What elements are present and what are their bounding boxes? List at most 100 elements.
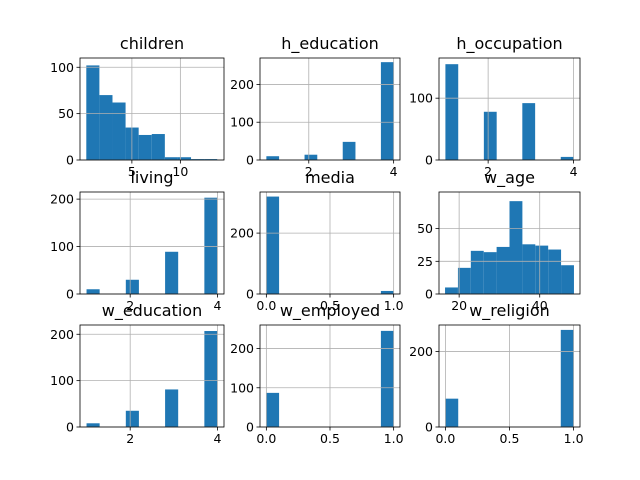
histogram-bar bbox=[86, 289, 100, 294]
histogram-bar bbox=[151, 134, 165, 160]
y-tick-label: 200 bbox=[230, 341, 254, 356]
x-tick-label: 2 bbox=[484, 164, 492, 179]
x-tick-label: 0.0 bbox=[435, 431, 455, 446]
histogram-bar bbox=[304, 154, 318, 160]
subplot-title: h_education bbox=[281, 34, 379, 54]
subplot-title: h_occupation bbox=[456, 34, 562, 54]
subplot-w-age: 20 40 0 25 50 w_age bbox=[417, 168, 581, 313]
histogram-bar bbox=[191, 159, 205, 160]
x-tick-label: 10 bbox=[172, 164, 188, 179]
x-tick-label: 0.5 bbox=[500, 431, 520, 446]
y-tick-label: 100 bbox=[230, 380, 254, 395]
subplot-living: 2 4 0 100 200 living bbox=[50, 168, 225, 313]
histogram-bar bbox=[483, 111, 497, 160]
histogram-bar bbox=[125, 279, 139, 294]
subplot-title: media bbox=[305, 168, 355, 187]
y-tick-label: 200 bbox=[50, 192, 74, 207]
y-tick-label: 0 bbox=[246, 420, 254, 435]
histogram-bar bbox=[560, 329, 574, 427]
x-tick-label: 1.0 bbox=[564, 431, 584, 446]
histogram-bar bbox=[125, 410, 139, 427]
histogram-bar bbox=[204, 159, 218, 160]
y-tick-label: 0 bbox=[66, 287, 74, 302]
x-tick-label: 1.0 bbox=[384, 431, 404, 446]
histogram-bar bbox=[522, 244, 536, 294]
x-tick-label: 0.5 bbox=[320, 298, 340, 313]
axes-frame bbox=[438, 191, 581, 295]
y-tick-label: 0 bbox=[66, 420, 74, 435]
histogram-bar bbox=[112, 102, 126, 160]
x-tick-label: 2 bbox=[126, 298, 134, 313]
subplot-title: w_employed bbox=[280, 301, 380, 321]
histogram-bar bbox=[165, 389, 179, 427]
x-tick-label: 4 bbox=[213, 431, 221, 446]
histogram-bar bbox=[560, 156, 574, 160]
x-tick-label: 20 bbox=[451, 298, 467, 313]
histogram-bar bbox=[99, 95, 113, 160]
x-tick-label: 4 bbox=[390, 164, 398, 179]
axes-frame bbox=[79, 191, 225, 295]
y-tick-label: 200 bbox=[50, 327, 74, 342]
histogram-bar bbox=[177, 157, 192, 160]
histogram-bar bbox=[380, 62, 394, 160]
histogram-bar bbox=[204, 197, 218, 294]
x-tick-label: 4 bbox=[213, 298, 221, 313]
axes-frame bbox=[438, 57, 581, 161]
y-tick-label: 100 bbox=[230, 115, 254, 130]
y-tick-label: 200 bbox=[230, 226, 254, 241]
histogram-bar bbox=[86, 423, 100, 427]
subplot-title: w_religion bbox=[469, 301, 550, 321]
x-tick-label: 1.0 bbox=[384, 298, 404, 313]
subplot-w-education: 2 4 0 100 200 w_education bbox=[50, 301, 225, 446]
subplot-title: w_age bbox=[484, 168, 535, 188]
y-tick-label: 100 bbox=[409, 91, 433, 106]
histogram-bar bbox=[470, 250, 484, 294]
histogram-bar bbox=[535, 245, 549, 294]
x-tick-label: 0.5 bbox=[320, 431, 340, 446]
y-tick-label: 100 bbox=[50, 60, 74, 75]
subplot-h-education: 2 4 0 100 200 h_education bbox=[230, 34, 401, 179]
subplot-title: w_education bbox=[102, 301, 202, 321]
histogram-bar bbox=[266, 392, 280, 427]
histogram-bar bbox=[204, 331, 218, 427]
histogram-bar bbox=[266, 156, 280, 160]
subplot-h-occupation: 2 4 0 100 h_occupation bbox=[409, 34, 581, 179]
subplot-w-employed: 0.0 0.5 1.0 0 100 200 w_employed bbox=[230, 301, 403, 446]
histogram-bar bbox=[86, 65, 100, 160]
histogram-bar bbox=[138, 134, 152, 160]
y-tick-label: 25 bbox=[417, 254, 433, 269]
histogram-bar bbox=[445, 287, 458, 294]
histogram-bar bbox=[266, 196, 280, 294]
y-tick-label: 0 bbox=[425, 287, 433, 302]
y-tick-label: 100 bbox=[50, 373, 74, 388]
x-tick-label: 5 bbox=[128, 164, 136, 179]
x-tick-label: 2 bbox=[305, 164, 313, 179]
subplot-title: children bbox=[120, 34, 184, 53]
x-tick-label: 4 bbox=[570, 164, 578, 179]
histogram-bar bbox=[457, 267, 471, 294]
subplot-title: living bbox=[130, 168, 173, 187]
axes-frame bbox=[259, 57, 401, 161]
y-tick-label: 50 bbox=[417, 221, 433, 236]
y-tick-label: 0 bbox=[246, 287, 254, 302]
y-tick-label: 0 bbox=[425, 153, 433, 168]
axes-frame bbox=[79, 57, 225, 161]
histogram-bar bbox=[548, 249, 562, 294]
x-tick-label: 40 bbox=[532, 298, 548, 313]
y-tick-label: 100 bbox=[50, 239, 74, 254]
x-tick-label: 0.0 bbox=[256, 298, 276, 313]
y-tick-label: 0 bbox=[66, 153, 74, 168]
y-tick-label: 200 bbox=[409, 344, 433, 359]
x-tick-label: 2 bbox=[126, 431, 134, 446]
y-tick-label: 0 bbox=[425, 420, 433, 435]
x-tick-label: 0.0 bbox=[256, 431, 276, 446]
histogram-bar bbox=[165, 251, 179, 294]
subplot-w-religion: 0.0 0.5 1.0 0 200 w_religion bbox=[409, 301, 583, 446]
histogram-bar bbox=[496, 246, 510, 294]
axes-frame bbox=[79, 324, 225, 428]
histogram-bar bbox=[445, 398, 459, 427]
subplot-media: 0.0 0.5 1.0 0 200 media bbox=[230, 168, 403, 313]
histogram-bar bbox=[342, 141, 356, 160]
histogram-bar bbox=[509, 201, 523, 294]
